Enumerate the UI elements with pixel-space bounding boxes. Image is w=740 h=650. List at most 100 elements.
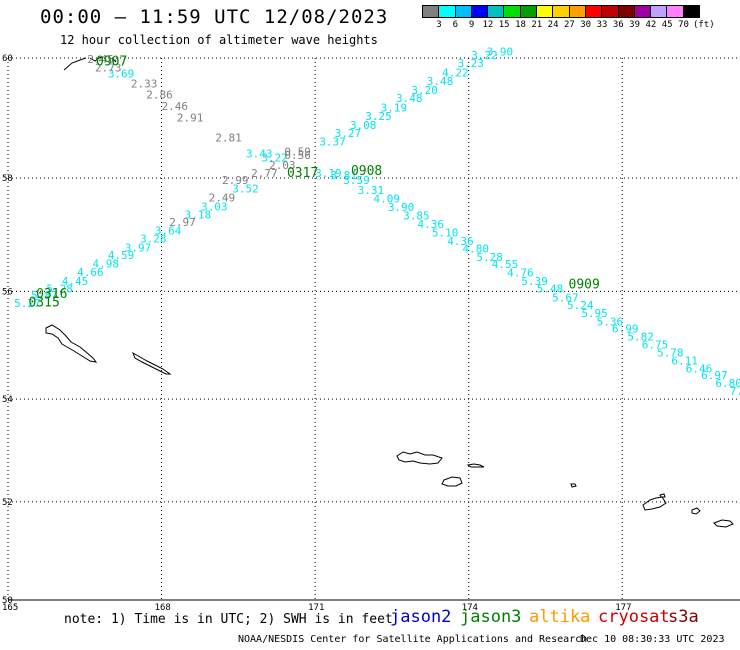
legend-label: 30 xyxy=(580,20,592,30)
satellite-altika: altika xyxy=(529,607,591,627)
swh-value: 3.19 xyxy=(381,102,408,115)
swh-value: 3.08 xyxy=(350,119,377,132)
swh-value: 3.90 xyxy=(388,201,415,214)
legend-swatch xyxy=(633,5,652,18)
swh-value: 3.31 xyxy=(358,184,385,197)
legend-label: 6 xyxy=(452,20,459,30)
swh-value: 3.19 xyxy=(315,167,342,180)
pass-time-label: 0907 xyxy=(96,54,127,69)
lat-label: 60 xyxy=(2,54,13,64)
legend-swatch xyxy=(422,5,440,18)
swh-value: 5.78 xyxy=(657,347,684,360)
swh-value: 6.80 xyxy=(715,377,740,390)
swh-value: 3.43 xyxy=(246,147,272,160)
swh-value: 5.67 xyxy=(552,291,579,304)
swh-value: 3.52 xyxy=(232,182,258,195)
legend-swatch xyxy=(519,5,538,18)
lat-label: 50 xyxy=(2,596,13,606)
swh-value: 6.99 xyxy=(612,322,639,335)
legend-label: 33 xyxy=(596,20,608,30)
legend-label: 24 xyxy=(547,20,559,30)
swh-value: 5.28 xyxy=(476,251,503,264)
legend-swatch xyxy=(682,5,701,18)
swh-value: 3.69 xyxy=(108,68,134,81)
legend-label: 39 xyxy=(629,20,641,30)
lon-label: 177 xyxy=(615,603,631,613)
swh-value: 6.97 xyxy=(701,369,728,382)
swh-value: 2.81 xyxy=(215,132,242,145)
coastline-agattu-island xyxy=(441,476,463,487)
swh-value: 7.28 xyxy=(730,385,740,398)
swh-value: 4.36 xyxy=(418,218,445,231)
swh-value: 5.95 xyxy=(581,307,608,320)
swh-value: 2.91 xyxy=(177,111,204,124)
coastline-little-kiska xyxy=(691,507,701,515)
swh-value: 4.22 xyxy=(442,66,469,79)
pass-time-label: 0316 xyxy=(36,287,67,302)
legend-swatch xyxy=(568,5,586,18)
swh-value: 4.55 xyxy=(492,258,519,271)
legend-label: 36 xyxy=(612,20,624,30)
swh-value: 3.59 xyxy=(343,174,370,187)
legend-swatch xyxy=(552,5,570,18)
legend-swatch xyxy=(487,5,505,18)
swh-value: 4.98 xyxy=(92,258,119,271)
swh-value: 5.48 xyxy=(537,283,564,296)
legend-swatch xyxy=(470,5,489,18)
legend-label: 21 xyxy=(531,20,543,30)
legend-label: (ft) xyxy=(692,20,715,30)
coastlines xyxy=(45,56,734,528)
swh-value: 2.33 xyxy=(131,77,158,90)
legend-label: 27 xyxy=(563,20,575,30)
swh-value: 4.45 xyxy=(62,275,89,288)
coastline-islet xyxy=(570,483,577,488)
swh-value: 4.59 xyxy=(108,249,134,262)
legend-label: 3 xyxy=(436,20,442,30)
legend-swatch xyxy=(666,5,684,18)
swh-value: 6.46 xyxy=(686,363,713,376)
swh-value: 3.22 xyxy=(261,152,288,165)
legend-swatch xyxy=(503,5,521,18)
coastline-kiska-island xyxy=(642,493,667,511)
legend-swatch xyxy=(650,5,668,18)
swh-value: 3.20 xyxy=(411,84,438,97)
coastline-bering-island xyxy=(45,324,98,363)
swh-value: 3.18 xyxy=(185,208,212,221)
swh-value: 5.82 xyxy=(627,331,654,344)
swh-value: 2.99 xyxy=(222,174,249,187)
swh-value: 2.73 xyxy=(95,62,122,75)
footer-timestamp: Dec 10 08:30:33 UTC 2023 xyxy=(580,634,725,645)
legend-swatch xyxy=(438,5,456,18)
lat-lon-grid xyxy=(7,57,740,601)
footer-note: note: 1) Time is in UTC; 2) SWH is in fe… xyxy=(64,612,393,627)
pass-time-label: 0317 xyxy=(287,166,318,181)
lat-label: 54 xyxy=(2,395,13,405)
color-legend-labels: 3 6 9 12 15 18 21 24 27 30 33 36 39 42 45 70 (ft) xyxy=(422,20,740,32)
swh-value: 3.48 xyxy=(427,75,454,88)
swh-value: 3.48 xyxy=(396,92,423,105)
lon-label: 171 xyxy=(308,603,324,613)
swh-value: 5.28 xyxy=(46,283,73,296)
swh-value: 3.64 xyxy=(155,224,182,237)
swh-value: 4.76 xyxy=(507,266,534,279)
swh-value: 2.46 xyxy=(162,100,189,113)
lon-label: 165 xyxy=(2,603,18,613)
swh-value: 2.03 xyxy=(269,159,296,172)
swh-value: 2.86 xyxy=(146,88,173,101)
swh-value: 5.10 xyxy=(432,227,459,240)
color-legend xyxy=(422,5,701,18)
lat-label: 56 xyxy=(2,287,13,297)
satellite-s3a: s3a xyxy=(668,607,699,627)
swh-value: 2.97 xyxy=(169,216,196,229)
swh-value: 3.85 xyxy=(403,210,430,223)
swh-value: 3.03 xyxy=(201,200,228,213)
swh-value: 5.36 xyxy=(597,315,624,328)
altimeter-tracks: 5.275.875.284.454.664.984.593.973.283.64… xyxy=(14,46,740,398)
footer-credit: NOAA/NESDIS Center for Satellite Applica… xyxy=(238,634,588,645)
swh-value: 0.56 xyxy=(284,149,311,162)
swh-value: 5.24 xyxy=(567,299,594,312)
swh-value: 3.22 xyxy=(471,49,498,62)
swh-value: 3.81 xyxy=(330,169,357,182)
page-subtitle: 12 hour collection of altimeter wave hei… xyxy=(60,33,378,47)
